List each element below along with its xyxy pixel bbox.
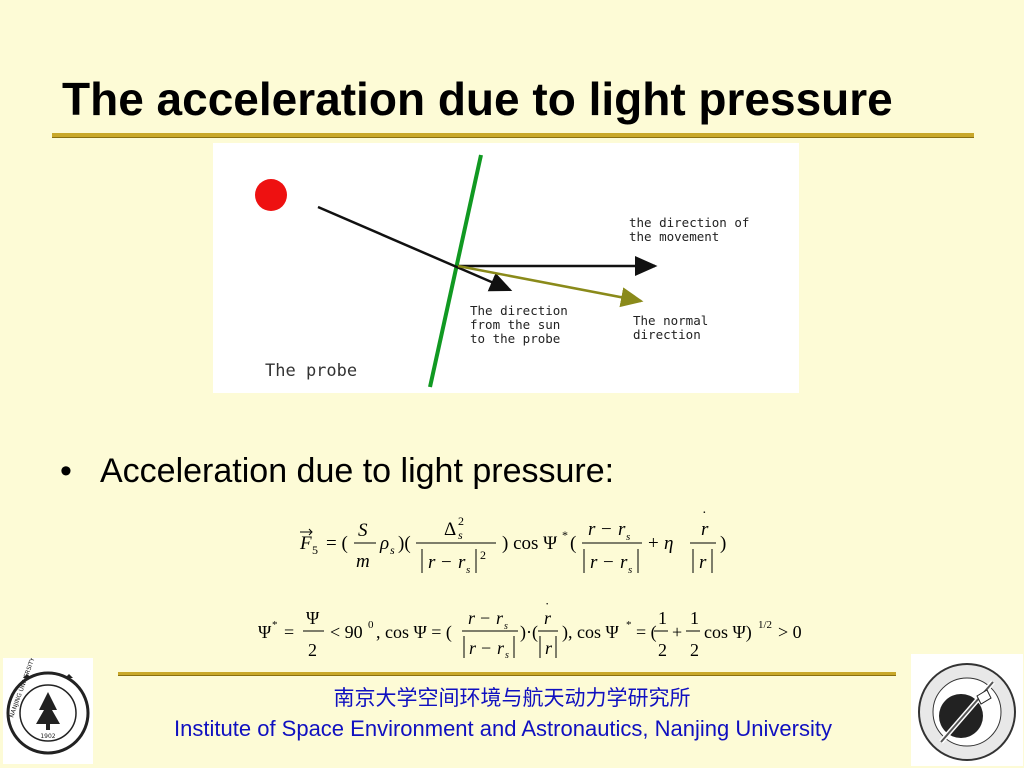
svg-text:0: 0 (368, 619, 374, 631)
svg-text:+: + (672, 622, 682, 642)
svg-text:1902: 1902 (40, 733, 55, 740)
svg-text:): ) (720, 533, 726, 554)
svg-text:)·(: )·( (520, 622, 538, 643)
formula-2-svg: Ψ * = Ψ 2 < 90 0 , cos Ψ = ( r − r s r −… (258, 600, 802, 661)
svg-text:s: s (626, 531, 630, 543)
svg-text:r: r (428, 552, 436, 573)
probe-plane-line (428, 154, 483, 388)
svg-text:Δ: Δ (444, 519, 456, 540)
svg-text:F: F (299, 533, 312, 554)
svg-text:= (: = ( (326, 533, 348, 554)
svg-text:Ψ: Ψ (306, 608, 320, 628)
svg-text:r: r (620, 552, 628, 573)
svg-text:> 0: > 0 (778, 622, 802, 642)
svg-text:r: r (468, 608, 476, 628)
svg-text:Ψ: Ψ (258, 622, 272, 642)
movement-label-line2: the movement (629, 229, 719, 244)
svg-text:*: * (272, 619, 278, 631)
svg-text:2: 2 (690, 640, 699, 660)
svg-text:−: − (480, 608, 490, 628)
svg-text:cos Ψ): cos Ψ) (704, 622, 752, 643)
svg-text:r: r (618, 519, 626, 540)
svg-text:·: · (545, 600, 549, 611)
svg-text:< 90: < 90 (330, 622, 363, 642)
svg-text:s: s (628, 564, 632, 576)
slide-title: The acceleration due to light pressure (62, 73, 893, 125)
svg-text:−: − (603, 552, 614, 573)
sun-label-line3: to the probe (470, 331, 560, 346)
svg-text:s: s (505, 650, 509, 661)
svg-text:r: r (458, 552, 466, 573)
normal-direction-arrow (457, 264, 644, 308)
svg-text:r: r (497, 638, 505, 658)
svg-text:) cos Ψ: ) cos Ψ (502, 533, 557, 554)
svg-text:1: 1 (658, 608, 667, 628)
normal-label-line2: direction (633, 327, 701, 342)
light-pressure-diagram: the direction of the movement The direct… (213, 143, 799, 393)
svg-text:(: ( (570, 533, 576, 554)
svg-text:r: r (699, 552, 707, 573)
svg-text:=: = (284, 622, 294, 642)
footer-english-name: Institute of Space Environment and Astro… (174, 716, 832, 741)
svg-text:r: r (496, 608, 504, 628)
svg-text:1/2: 1/2 (758, 619, 772, 631)
svg-text:2: 2 (480, 548, 486, 562)
svg-text:+: + (648, 533, 659, 554)
svg-text:·: · (702, 506, 707, 521)
movement-label-line1: the direction of (629, 215, 749, 230)
probe-label: The probe (265, 361, 357, 381)
svg-text:m: m (356, 551, 370, 572)
svg-text:r: r (590, 552, 598, 573)
svg-text:r: r (544, 608, 552, 628)
svg-text:S: S (358, 520, 368, 541)
svg-text:), cos Ψ: ), cos Ψ (562, 622, 619, 643)
svg-text:5: 5 (312, 543, 318, 557)
footer-divider (118, 672, 896, 676)
bullet-text: Acceleration due to light pressure: (100, 452, 615, 490)
nanjing-university-logo: 1902 NANJING UNIVERSITY (3, 658, 93, 764)
sun-direction-arrow (317, 205, 513, 292)
svg-text:r: r (701, 519, 709, 540)
svg-text:*: * (562, 528, 568, 542)
svg-text:−: − (481, 638, 491, 658)
sun-icon (255, 179, 287, 211)
footer-chinese-name: 南京大学空间环境与航天动力学研究所 (333, 686, 691, 710)
svg-text:= (: = ( (636, 622, 657, 643)
svg-text:−: − (441, 552, 452, 573)
svg-text:s: s (458, 528, 463, 542)
svg-text:r: r (588, 519, 596, 540)
bullet-item: • Acceleration due to light pressure: (60, 452, 614, 491)
svg-text:r: r (545, 638, 553, 658)
svg-text:*: * (626, 619, 632, 631)
svg-text:)(: )( (398, 533, 411, 554)
svg-text:s: s (466, 564, 470, 576)
sun-label-line2: from the sun (470, 317, 560, 332)
svg-text:s: s (390, 543, 395, 557)
normal-label-line1: The normal (633, 313, 708, 328)
svg-text:, cos Ψ = (: , cos Ψ = ( (376, 622, 452, 643)
svg-text:−: − (601, 519, 612, 540)
svg-text:r: r (469, 638, 477, 658)
svg-text:ρ: ρ (379, 533, 389, 554)
svg-text:1: 1 (690, 608, 699, 628)
svg-text:2: 2 (658, 640, 667, 660)
svg-text:2: 2 (458, 514, 464, 528)
institute-emblem-logo (911, 654, 1023, 766)
svg-text:η: η (664, 533, 673, 554)
formula-1-svg: F 5 = ( S m ρ s )( Δ 2 s r − r s 2 ) cos… (299, 506, 726, 576)
svg-text:2: 2 (308, 640, 317, 660)
bullet-marker: • (60, 452, 72, 490)
diagram-svg: the direction of the movement The direct… (255, 154, 749, 388)
svg-text:s: s (504, 621, 508, 632)
title-divider (52, 133, 974, 138)
sun-label-line1: The direction (470, 303, 568, 318)
